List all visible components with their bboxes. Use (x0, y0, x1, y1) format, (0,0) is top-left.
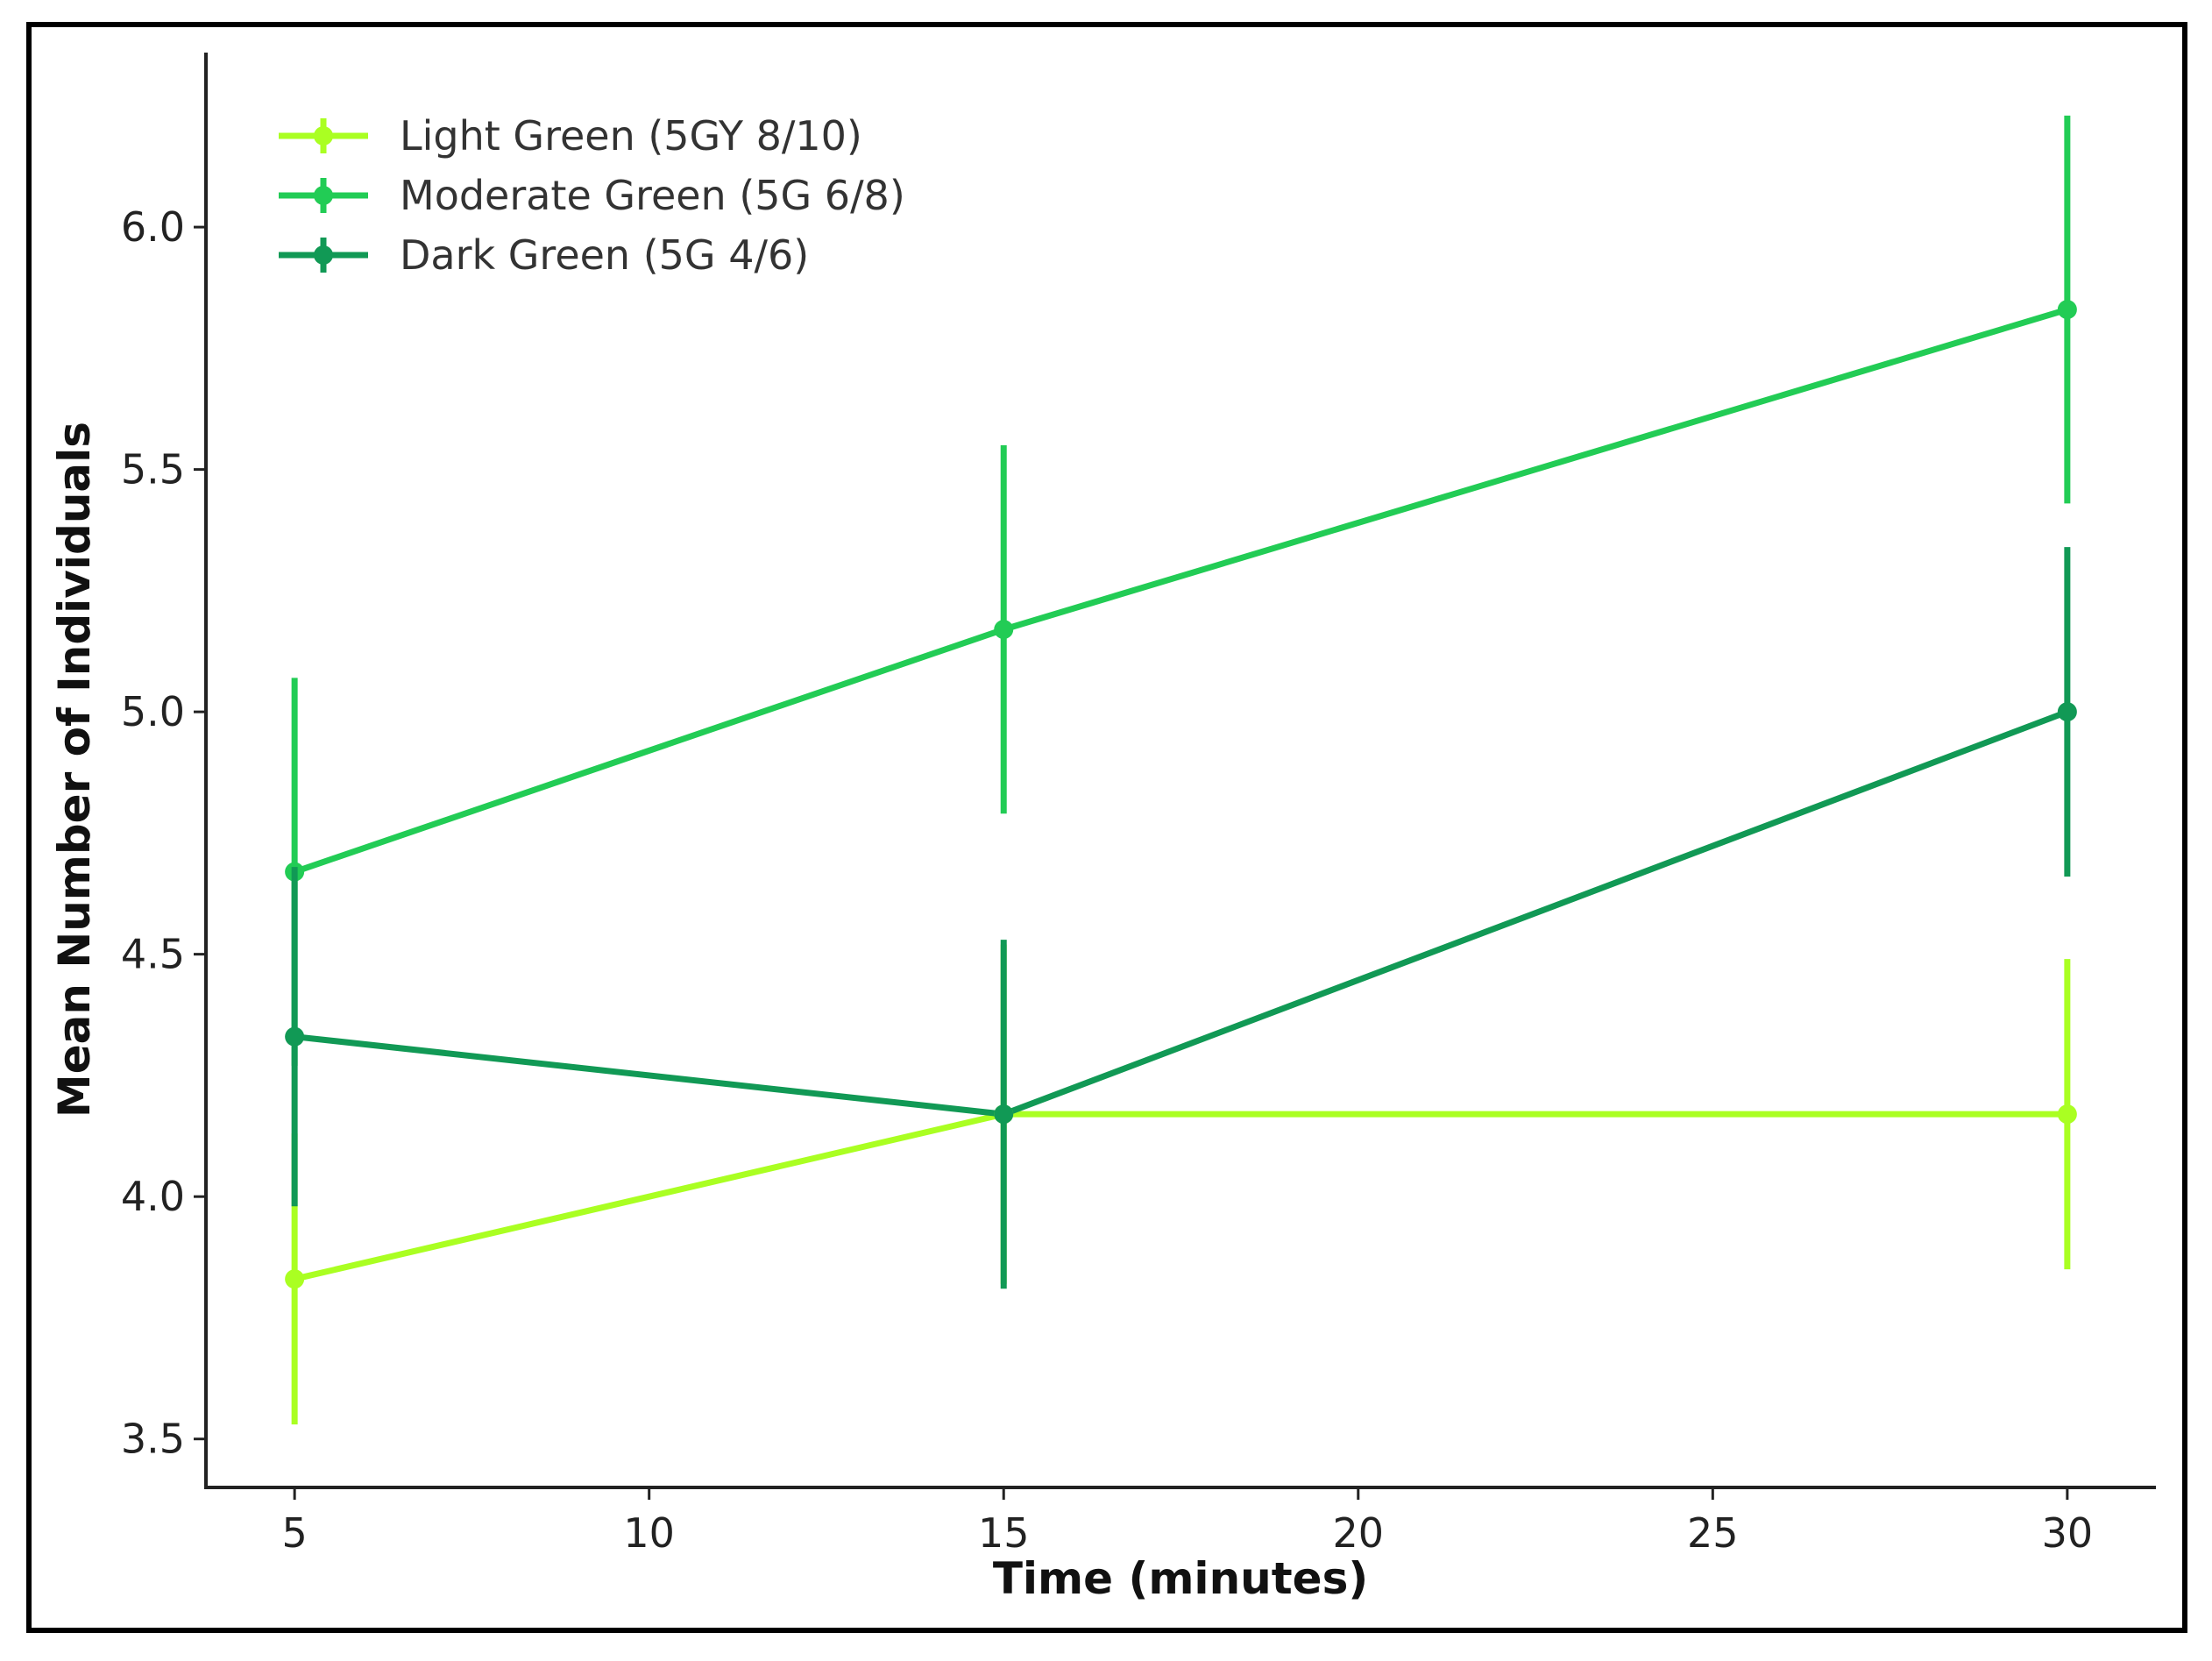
data-point (285, 1026, 305, 1047)
series-line-2 (294, 306, 2068, 875)
x-tick-label: 20 (1332, 1509, 1384, 1557)
legend-label: Light Green (5GY 8/10) (400, 112, 862, 160)
y-tick-label: 3.5 (121, 1416, 185, 1463)
x-tick-label: 30 (2042, 1509, 2094, 1557)
x-ticks: 5 10 15 20 25 30 (281, 1487, 2093, 1557)
legend: Light Green (5GY 8/10) Moderate Green (5G… (279, 112, 905, 279)
y-tick-label: 5.5 (121, 446, 185, 493)
series-line-1 (294, 1111, 2067, 1282)
y-ticks: 3.5 4.0 4.5 5.0 5.5 6.0 (121, 203, 206, 1463)
y-tick-label: 6.0 (121, 203, 185, 251)
legend-swatch-marker (314, 186, 333, 205)
x-tick-label: 15 (978, 1509, 1030, 1557)
y-tick-label: 4.0 (121, 1173, 185, 1220)
y-tick-label: 5.0 (121, 688, 185, 735)
x-tick-label: 25 (1687, 1509, 1739, 1557)
data-point (994, 620, 1014, 640)
data-point (994, 1104, 1014, 1125)
data-point (285, 1269, 305, 1289)
legend-label: Dark Green (5G 4/6) (400, 231, 809, 279)
x-axis-title: Time (minutes) (993, 1553, 1368, 1604)
legend-swatch-marker (314, 245, 333, 265)
data-point (2057, 1104, 2077, 1125)
x-tick-label: 5 (281, 1509, 307, 1557)
y-axis-title: Mean Number of Individuals (49, 422, 100, 1118)
figure-frame (26, 22, 2187, 1633)
series-layer (285, 115, 2077, 1425)
x-tick-label: 10 (623, 1509, 675, 1557)
y-tick-label: 4.5 (121, 931, 185, 978)
series-line-3 (294, 708, 2069, 1118)
data-point (2057, 702, 2077, 722)
legend-swatch-marker (314, 126, 333, 146)
data-point (2057, 300, 2077, 320)
legend-label: Moderate Green (5G 6/8) (400, 172, 905, 219)
axes (204, 53, 2156, 1489)
